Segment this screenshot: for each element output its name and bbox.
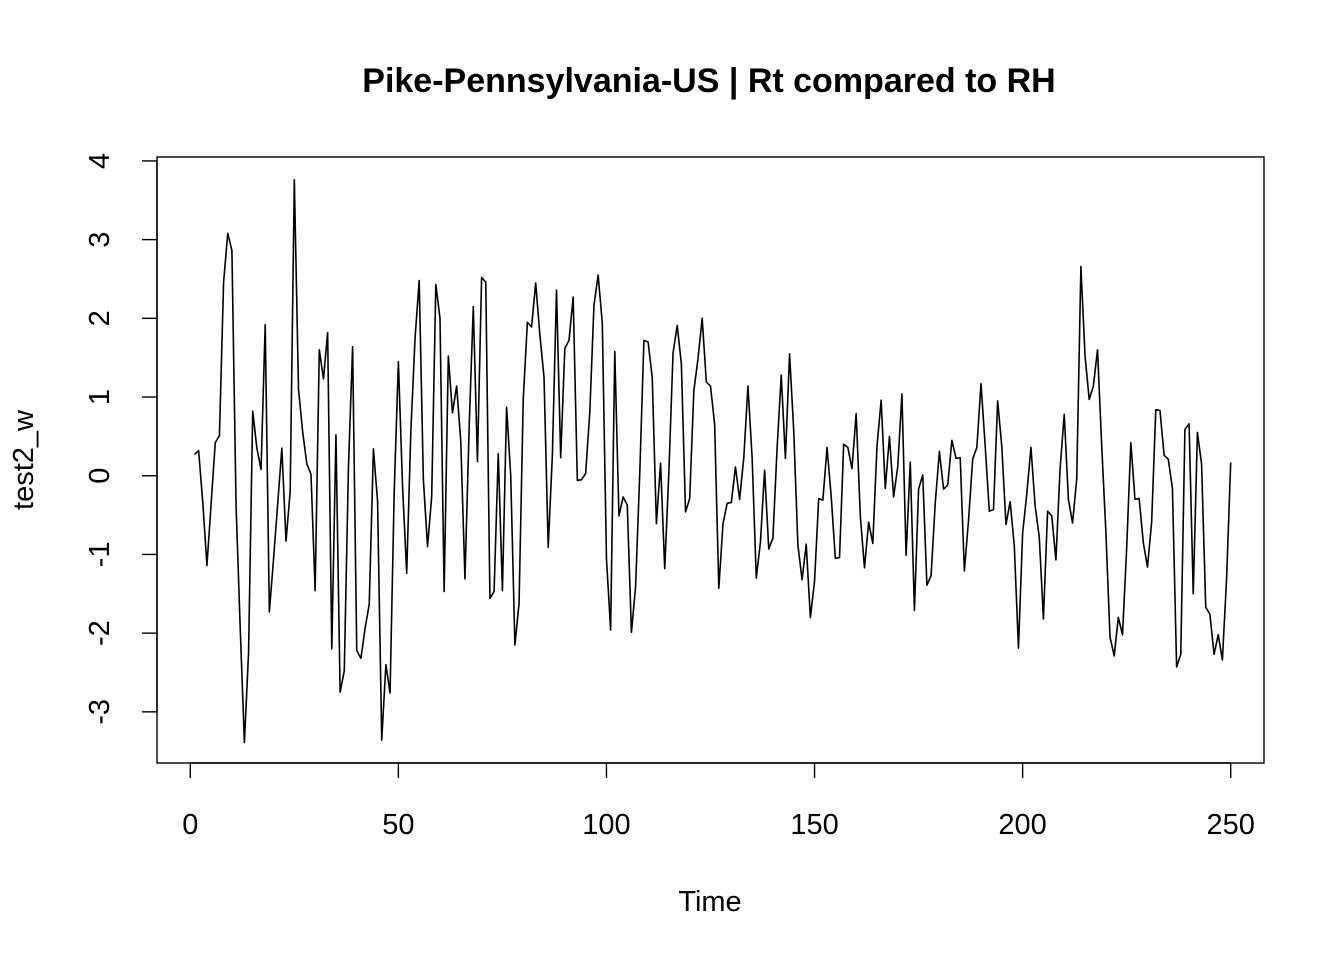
y-tick-label: 1 — [84, 389, 116, 405]
y-axis: -3 -2 -1 0 1 2 3 4 — [84, 153, 158, 725]
y-tick-label: -3 — [84, 699, 116, 725]
y-tick-label: -1 — [84, 542, 116, 568]
y-tick-label: 3 — [84, 232, 116, 248]
x-axis-title: Time — [678, 886, 741, 918]
x-tick-label: 150 — [790, 809, 838, 841]
y-tick-label: 4 — [84, 153, 116, 169]
series-line — [193, 179, 1232, 744]
chart-title: Pike-Pennsylvania-US | Rt compared to RH — [362, 62, 1055, 100]
y-tick-label: 0 — [84, 468, 116, 484]
x-tick-label: 200 — [998, 809, 1046, 841]
y-tick-label: 2 — [84, 310, 116, 326]
y-axis-title: test2_w — [8, 409, 40, 510]
x-axis: 0 50 100 150 200 250 — [182, 762, 1255, 841]
y-tick-label: -2 — [84, 620, 116, 646]
x-tick-label: 100 — [582, 809, 630, 841]
x-tick-label: 250 — [1207, 809, 1255, 841]
x-tick-label: 0 — [182, 809, 198, 841]
plot-frame — [156, 156, 1265, 764]
x-tick-label: 50 — [382, 809, 414, 841]
